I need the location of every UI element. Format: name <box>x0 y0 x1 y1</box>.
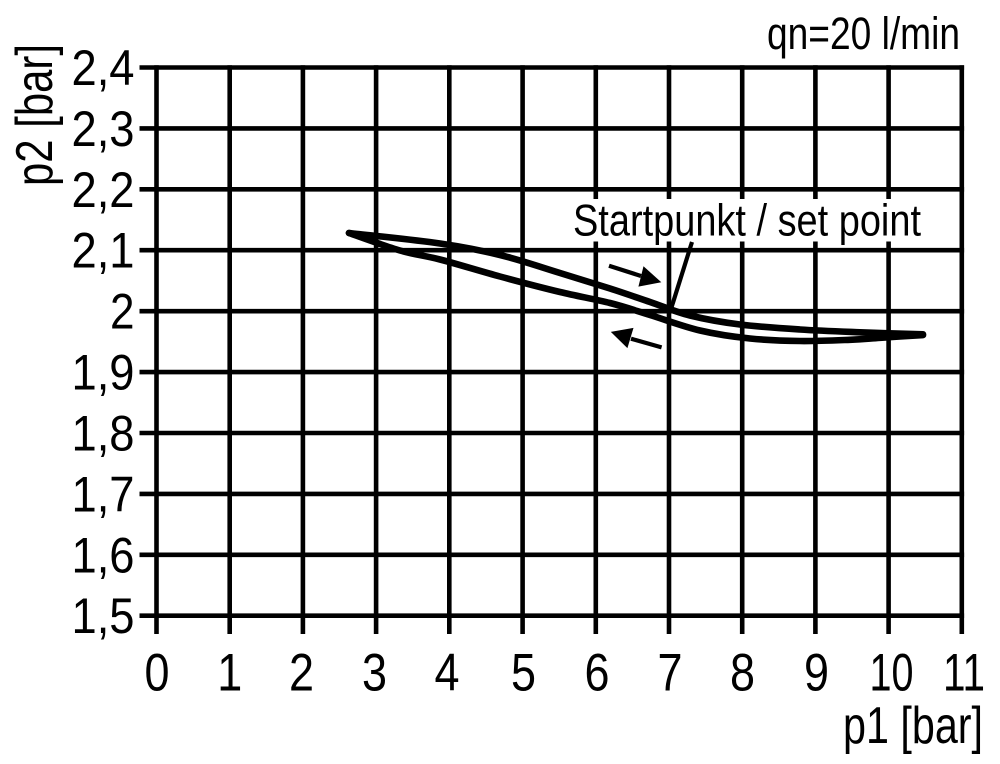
svg-text:4: 4 <box>435 644 460 703</box>
svg-text:10: 10 <box>870 644 914 703</box>
svg-text:2,3: 2,3 <box>72 101 135 157</box>
svg-text:9: 9 <box>804 644 829 703</box>
svg-text:7: 7 <box>658 644 683 703</box>
svg-text:2,4: 2,4 <box>72 40 135 96</box>
svg-text:2: 2 <box>110 284 135 340</box>
svg-text:p1 [bar]: p1 [bar] <box>843 697 983 755</box>
svg-text:8: 8 <box>730 644 755 703</box>
svg-text:qn=20 l/min: qn=20 l/min <box>767 8 960 59</box>
svg-text:6: 6 <box>585 644 610 703</box>
svg-text:2,2: 2,2 <box>72 162 135 218</box>
svg-text:Startpunkt / set point: Startpunkt / set point <box>573 197 922 246</box>
svg-text:1,7: 1,7 <box>72 466 135 522</box>
svg-text:2,1: 2,1 <box>72 223 135 279</box>
svg-text:5: 5 <box>511 644 536 703</box>
svg-text:1: 1 <box>217 644 242 703</box>
svg-text:p2 [bar]: p2 [bar] <box>6 44 64 186</box>
svg-text:3: 3 <box>362 644 387 703</box>
svg-text:11: 11 <box>943 644 985 703</box>
svg-text:1,5: 1,5 <box>72 588 135 644</box>
svg-text:1,6: 1,6 <box>72 527 135 583</box>
svg-text:1,9: 1,9 <box>72 345 135 401</box>
svg-text:0: 0 <box>145 644 170 703</box>
svg-text:2: 2 <box>289 644 314 703</box>
svg-text:1,8: 1,8 <box>72 406 135 462</box>
